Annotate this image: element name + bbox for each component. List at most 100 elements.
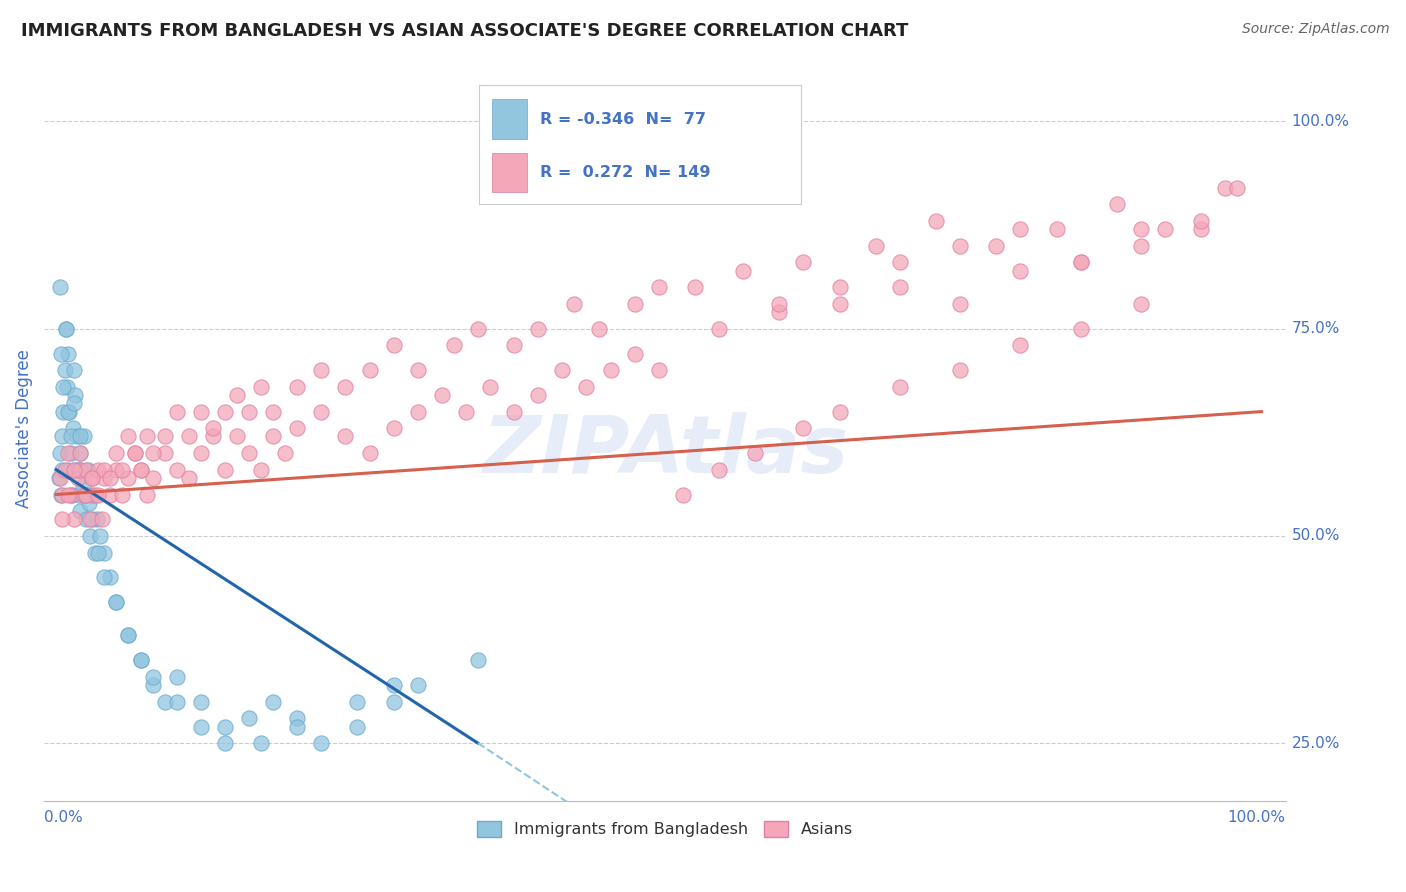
Point: [93, 570, 115, 584]
Point: [359, 446, 381, 460]
Point: [87, 487, 110, 501]
Point: [91, 512, 114, 526]
Point: [406, 678, 429, 692]
Point: [828, 404, 851, 418]
Point: [63, 363, 86, 377]
Point: [63, 396, 86, 410]
Point: [238, 404, 260, 418]
Point: [70, 462, 93, 476]
Point: [66, 429, 89, 443]
Point: [1189, 214, 1212, 228]
Point: [889, 255, 911, 269]
Point: [58, 346, 80, 360]
Text: 0.0%: 0.0%: [44, 810, 83, 824]
Point: [467, 653, 489, 667]
Point: [72, 479, 94, 493]
Point: [142, 471, 165, 485]
Point: [1010, 222, 1032, 236]
Point: [226, 429, 249, 443]
Text: 100.0%: 100.0%: [1292, 114, 1350, 129]
Point: [588, 322, 610, 336]
Point: [285, 380, 308, 394]
Point: [69, 504, 91, 518]
Point: [443, 338, 465, 352]
Text: Source: ZipAtlas.com: Source: ZipAtlas.com: [1241, 22, 1389, 37]
Point: [83, 545, 105, 559]
Point: [66, 471, 89, 485]
Point: [111, 462, 134, 476]
Point: [153, 429, 176, 443]
Point: [250, 462, 273, 476]
Point: [768, 297, 790, 311]
Point: [93, 545, 115, 559]
Point: [503, 404, 526, 418]
Point: [73, 487, 96, 501]
Point: [59, 487, 82, 501]
Point: [53, 462, 76, 476]
Point: [166, 404, 188, 418]
Point: [1045, 222, 1067, 236]
Point: [51, 462, 73, 476]
Point: [406, 363, 429, 377]
Point: [166, 462, 188, 476]
Point: [250, 736, 273, 750]
Point: [226, 388, 249, 402]
Point: [51, 487, 73, 501]
Point: [129, 653, 152, 667]
Point: [153, 695, 176, 709]
Text: 25.0%: 25.0%: [1292, 736, 1340, 751]
Point: [49, 346, 72, 360]
Point: [73, 429, 96, 443]
Point: [1010, 338, 1032, 352]
Point: [949, 297, 972, 311]
Point: [69, 462, 91, 476]
Point: [49, 446, 72, 460]
Point: [58, 404, 80, 418]
Legend: Immigrants from Bangladesh, Asians: Immigrants from Bangladesh, Asians: [470, 813, 860, 846]
Point: [129, 653, 152, 667]
Point: [66, 462, 89, 476]
Point: [285, 711, 308, 725]
Point: [117, 628, 139, 642]
Point: [1129, 297, 1152, 311]
Point: [83, 487, 105, 501]
Point: [76, 462, 98, 476]
Point: [201, 421, 224, 435]
Point: [214, 720, 236, 734]
Point: [792, 255, 814, 269]
Point: [238, 711, 260, 725]
Text: 75.0%: 75.0%: [1292, 321, 1340, 336]
Point: [105, 446, 128, 460]
Point: [527, 388, 550, 402]
Point: [135, 487, 157, 501]
Point: [551, 363, 574, 377]
Point: [382, 338, 405, 352]
Point: [117, 429, 139, 443]
Point: [986, 239, 1008, 253]
Point: [58, 404, 80, 418]
Point: [62, 421, 84, 435]
Point: [49, 280, 72, 294]
Point: [51, 429, 73, 443]
Point: [707, 322, 730, 336]
Point: [63, 462, 86, 476]
Point: [93, 471, 115, 485]
Point: [177, 429, 200, 443]
Point: [129, 462, 152, 476]
Point: [58, 462, 80, 476]
Point: [124, 446, 146, 460]
Point: [100, 570, 122, 584]
Point: [82, 471, 104, 485]
Point: [66, 462, 89, 476]
Point: [105, 595, 128, 609]
Point: [124, 446, 146, 460]
Point: [69, 446, 91, 460]
Point: [828, 297, 851, 311]
Point: [949, 363, 972, 377]
Point: [82, 487, 104, 501]
Point: [382, 421, 405, 435]
Point: [69, 446, 91, 460]
Point: [82, 471, 104, 485]
Point: [828, 280, 851, 294]
Point: [1213, 181, 1236, 195]
